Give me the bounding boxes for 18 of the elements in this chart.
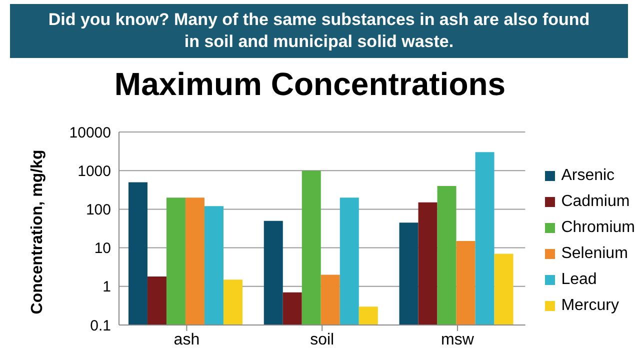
y-tick-label: 0.1 (90, 317, 111, 334)
legend-label: Cadmium (561, 192, 630, 212)
y-tick-label: 10000 (69, 124, 111, 142)
legend-label: Mercury (561, 296, 619, 316)
legend-label: Selenium (561, 244, 628, 264)
y-tick-label: 1000 (78, 162, 111, 180)
y-axis-title: Concentration, mg/kg (29, 150, 47, 314)
y-tick-label: 10 (94, 240, 111, 258)
x-tick-label: soil (310, 331, 334, 348)
x-tick-label: ash (174, 331, 200, 348)
x-tick-label: msw (441, 331, 474, 348)
legend-label: Arsenic (561, 166, 615, 186)
text: Did you know? Many of the same substances in ash are also found in soil and municipal solid waste. (47, 9, 591, 53)
y-tick-label: 100 (86, 202, 111, 219)
y-tick-label: 1 (102, 278, 111, 296)
legend-label: Chromium (561, 218, 635, 238)
legend-label: Lead (561, 270, 597, 290)
chart-title: Maximum Concentrations (113, 66, 507, 103)
